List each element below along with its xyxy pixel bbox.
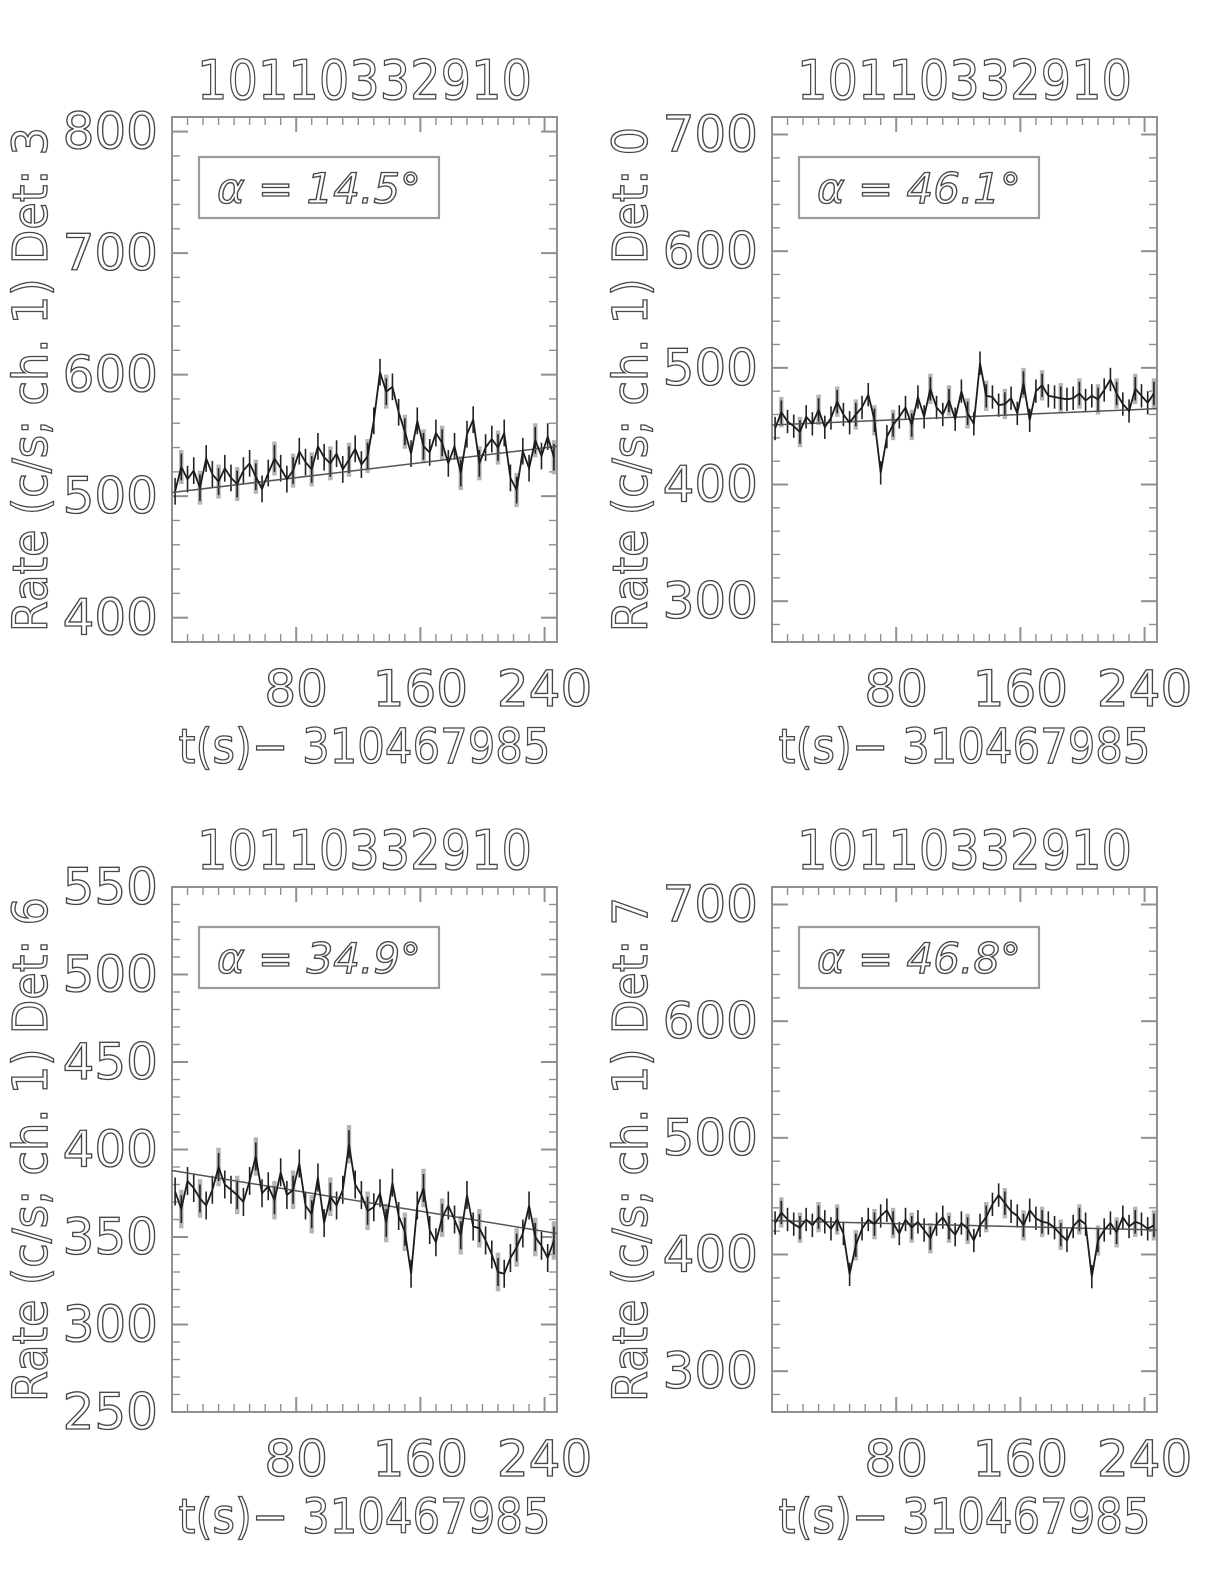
x-tick-label: 160 [973, 1430, 1068, 1488]
y-tick-label: 600 [663, 222, 758, 280]
data-line [774, 1193, 1155, 1277]
alpha-annotation-box [197, 925, 441, 990]
y-axis-label: Rate (c/s; ch. 1) Det: 3 [3, 127, 59, 632]
alpha-annotation: α = 46.1° [817, 164, 1021, 213]
chart-title: 10110332910 [797, 49, 1132, 112]
y-tick-label: 400 [663, 456, 758, 514]
alpha-annotation: α = 46.8° [817, 934, 1021, 983]
y-tick-label: 600 [663, 992, 758, 1050]
x-tick-label: 80 [864, 1430, 928, 1488]
data-line [174, 371, 555, 493]
y-axis-label: Rate (c/s; ch. 1) Det: 6 [3, 897, 59, 1402]
alpha-annotation-box [797, 155, 1041, 220]
alpha-annotation: α = 34.9° [217, 934, 421, 983]
trend-line [771, 407, 1158, 426]
x-tick-label: 240 [1097, 1430, 1192, 1488]
axis-ticks [773, 888, 1156, 1411]
plot-box [771, 886, 1158, 1413]
x-tick-label: 80 [264, 1430, 328, 1488]
axis-ticks [173, 118, 556, 643]
y-tick-label: 500 [663, 1109, 758, 1167]
y-tick-label: 700 [663, 876, 758, 934]
y-tick-label: 300 [63, 1296, 158, 1354]
plot-box [171, 116, 558, 643]
y-axis-label: Rate (c/s; ch. 1) Det: 0 [603, 127, 659, 632]
y-tick-label: 800 [63, 103, 158, 161]
x-tick-label: 80 [864, 660, 928, 718]
y-tick-label: 300 [663, 572, 758, 630]
plot-box [171, 886, 558, 1413]
trend-line [171, 445, 558, 494]
plot-box [771, 116, 1158, 643]
x-axis-label: t(s)− 310467985 [179, 719, 551, 775]
panel-det7: 300 400 500 600 700 80 160 240 10110332910 t(s)− … [602, 818, 1193, 1545]
x-axis-label: t(s)− 310467985 [779, 1489, 1151, 1545]
y-tick-label: 500 [663, 339, 758, 397]
y-tick-label: 600 [63, 346, 158, 404]
y-tick-label: 700 [63, 224, 158, 282]
x-tick-label: 160 [973, 660, 1068, 718]
axis-ticks [773, 118, 1156, 641]
panel-det0: 300 400 500 600 700 80 160 240 10110332910 t(s)− … [602, 48, 1193, 775]
alpha-annotation-box [197, 155, 441, 220]
y-tick-label: 250 [63, 1383, 158, 1441]
x-axis-label: t(s)− 310467985 [779, 719, 1151, 775]
y-tick-label: 550 [63, 858, 158, 916]
x-tick-label: 80 [264, 660, 328, 718]
x-tick-label: 240 [497, 660, 592, 718]
x-tick-label: 240 [497, 1430, 592, 1488]
x-axis-label: t(s)− 310467985 [179, 1489, 551, 1545]
alpha-annotation-box [797, 925, 1041, 990]
y-tick-label: 500 [63, 946, 158, 1004]
x-tick-label: 240 [1097, 660, 1192, 718]
x-tick-label: 160 [373, 1430, 468, 1488]
y-tick-label: 300 [663, 1342, 758, 1400]
chart-title: 10110332910 [197, 819, 532, 882]
chart-title: 10110332910 [197, 49, 532, 112]
axis-ticks [173, 886, 556, 1413]
data-line [174, 1144, 555, 1275]
y-tick-label: 450 [63, 1033, 158, 1091]
panel-det3: 400 500 600 700 800 80 160 240 10110332910 t(s)− … [2, 48, 593, 775]
alpha-annotation: α = 14.5° [217, 164, 421, 213]
y-tick-label: 500 [63, 467, 158, 525]
y-tick-label: 400 [63, 589, 158, 647]
data-line [774, 363, 1155, 473]
y-axis-label: Rate (c/s; ch. 1) Det: 7 [603, 897, 659, 1402]
y-tick-label: 700 [663, 106, 758, 164]
x-tick-label: 160 [373, 660, 468, 718]
y-tick-label: 350 [63, 1208, 158, 1266]
panel-det6: 250 300 350 400 450 500 550 80 160 240 10110332910… [2, 818, 593, 1545]
y-tick-label: 400 [63, 1121, 158, 1179]
y-tick-label: 400 [663, 1226, 758, 1284]
chart-title: 10110332910 [797, 819, 1132, 882]
error-bars [174, 1130, 555, 1288]
